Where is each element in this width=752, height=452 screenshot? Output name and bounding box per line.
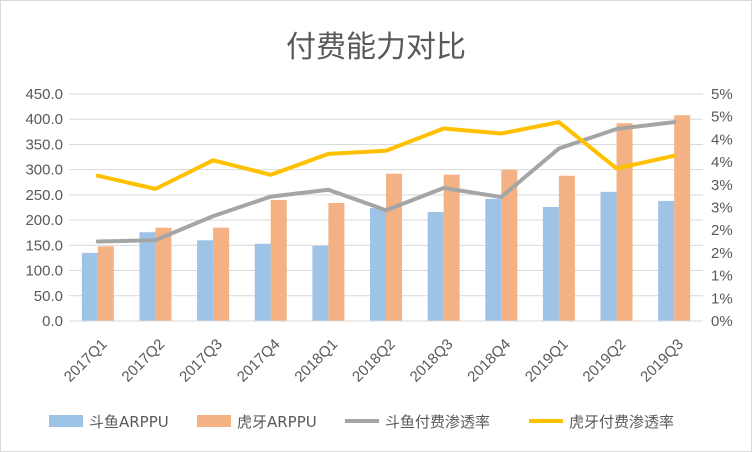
y-left-tick-label: 200.0 — [25, 212, 63, 229]
x-tick-label: 2017Q1 — [61, 336, 111, 386]
y-right-tick-label: 2% — [711, 222, 733, 239]
bar — [485, 198, 502, 321]
bar — [97, 246, 114, 321]
y-right-tick-label: 1% — [711, 290, 733, 307]
legend-swatch — [49, 415, 83, 427]
bar — [81, 252, 98, 321]
bar — [674, 115, 691, 321]
bar — [155, 227, 172, 321]
bar — [270, 199, 287, 321]
left-axis: 0.0 50.0 100.0 150.0 200.0 250.0 300.0 350.0 400… — [25, 86, 63, 330]
y-left-tick-label: 50.0 — [34, 288, 63, 305]
bar — [254, 243, 271, 321]
y-right-tick-label: 1% — [711, 268, 733, 285]
y-right-tick-label: 3% — [711, 200, 733, 217]
legend-label: 斗鱼付费渗透率 — [385, 413, 490, 431]
x-tick-label: 2017Q3 — [176, 336, 226, 386]
legend-swatch — [197, 415, 231, 427]
chart-title: 付费能力对比 — [286, 30, 466, 65]
bar — [370, 208, 386, 321]
x-tick-label: 2019Q1 — [522, 336, 572, 386]
legend: 斗鱼ARPPU 虎牙ARPPU 斗鱼付费渗透率 虎牙付费渗透率 — [49, 413, 674, 431]
bar — [600, 191, 617, 321]
bar — [213, 227, 230, 321]
series-line — [95, 120, 677, 191]
x-tick-label: 2017Q4 — [234, 336, 284, 386]
bar — [542, 206, 559, 321]
bar — [443, 174, 460, 321]
x-tick-label: 2018Q1 — [291, 336, 341, 386]
x-tick-label: 2017Q2 — [119, 336, 169, 386]
x-tick-label: 2019Q2 — [580, 336, 630, 386]
y-left-tick-label: 150.0 — [25, 237, 63, 254]
bar — [312, 245, 329, 321]
y-left-tick-label: 450.0 — [25, 86, 63, 103]
y-right-tick-label: 4% — [711, 154, 733, 171]
x-axis: 2017Q1 2017Q2 2017Q3 2017Q4 2018Q1 2018Q2 2018… — [61, 320, 703, 386]
y-right-tick-label: 5% — [711, 109, 733, 126]
y-left-tick-label: 400.0 — [25, 111, 63, 128]
legend-label: 斗鱼ARPPU — [89, 413, 169, 431]
y-right-tick-label: 2% — [711, 245, 733, 262]
bar — [328, 202, 345, 321]
series-line — [95, 120, 677, 244]
lines — [95, 120, 677, 244]
legend-label: 虎牙付费渗透率 — [569, 413, 674, 431]
y-right-tick-label: 0% — [711, 313, 733, 330]
y-left-tick-label: 250.0 — [25, 187, 63, 204]
bars — [81, 115, 691, 321]
x-tick-label: 2018Q4 — [464, 336, 514, 386]
bar — [616, 123, 633, 321]
right-axis: 0% 1% 1% 2% 2% 3% 3% 4% 4% 5% 5% — [711, 86, 733, 330]
y-left-tick-label: 300.0 — [25, 162, 63, 179]
bar — [558, 175, 575, 321]
bar — [197, 240, 214, 321]
legend-label: 虎牙ARPPU — [237, 413, 317, 431]
y-left-tick-label: 350.0 — [25, 136, 63, 153]
y-right-tick-label: 3% — [711, 177, 733, 194]
y-right-tick-label: 5% — [711, 86, 733, 103]
bar — [386, 173, 402, 321]
x-tick-label: 2018Q3 — [407, 336, 457, 386]
bar — [658, 200, 675, 321]
y-left-tick-label: 0.0 — [42, 313, 63, 330]
bar — [501, 169, 518, 321]
x-tick-label: 2018Q2 — [349, 336, 399, 386]
bar — [139, 232, 156, 321]
y-left-tick-label: 100.0 — [25, 263, 63, 280]
bar — [427, 212, 444, 321]
x-tick-label: 2019Q3 — [637, 336, 687, 386]
y-right-tick-label: 4% — [711, 131, 733, 148]
